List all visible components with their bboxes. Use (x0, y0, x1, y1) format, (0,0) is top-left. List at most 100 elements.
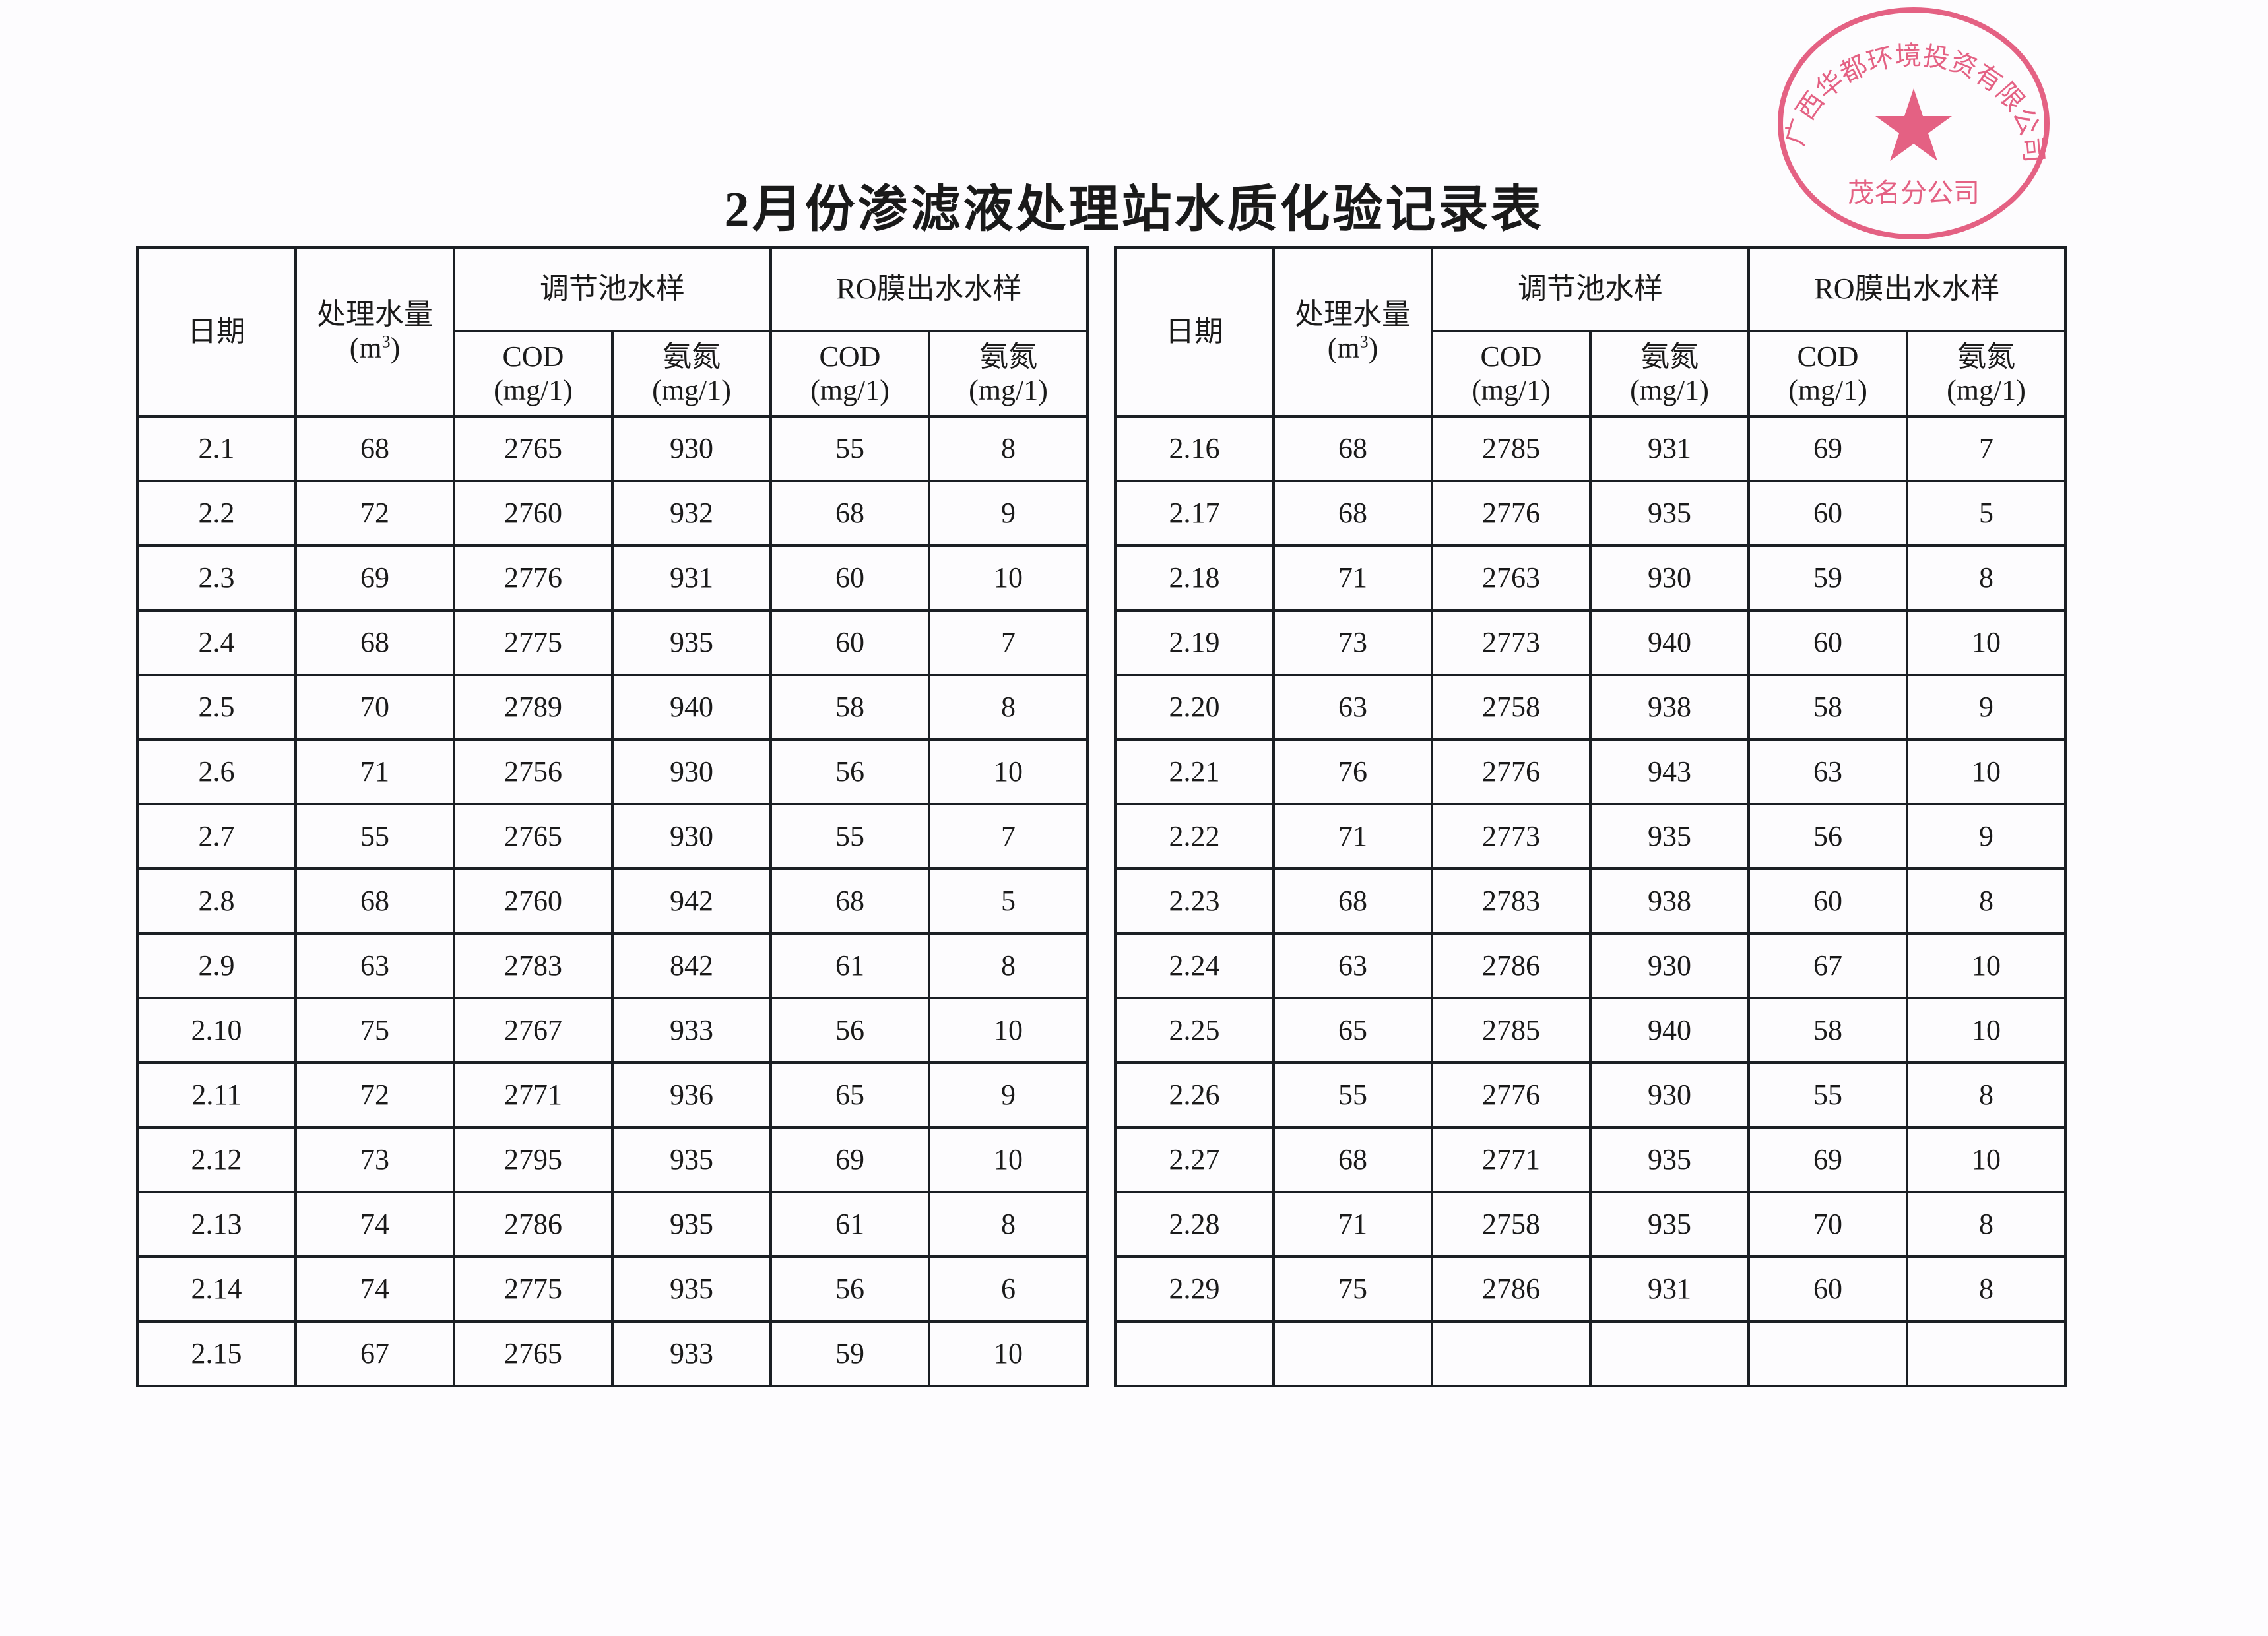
cell-volume: 72 (294, 1061, 455, 1129)
cell-regulating-ammonia: 932 (611, 480, 772, 547)
cell-volume: 74 (294, 1191, 455, 1258)
table-row: 2.5 70 2789 940 58 8 (136, 674, 1089, 741)
table-row: 2.19 73 2773 940 60 10 (1114, 609, 2067, 676)
cell-regulating-cod: 2773 (1431, 803, 1592, 870)
header-regulating-tank: 调节池水样 (1431, 246, 1750, 332)
table-row: 2.21 76 2776 943 63 10 (1114, 738, 2067, 805)
cell-date: 2.2 (136, 480, 297, 547)
cell-ro-ammonia: 8 (1906, 544, 2067, 612)
cell-regulating-cod: 2765 (453, 1320, 614, 1387)
cell-regulating-cod: 2786 (1431, 932, 1592, 999)
cell-ro-cod: 56 (769, 738, 930, 805)
table-row: 2.4 68 2775 935 60 7 (136, 609, 1089, 676)
cell-volume: 75 (1272, 1255, 1433, 1323)
cell-regulating-ammonia: 930 (1589, 932, 1750, 999)
cell-regulating-cod: 2789 (453, 674, 614, 741)
cell-ro-ammonia: 10 (928, 738, 1089, 805)
table-row: 2.2 72 2760 932 68 9 (136, 480, 1089, 547)
header-cod: COD (mg/1) (1431, 330, 1592, 418)
record-table-right: 日期 处理水量 (m3) 调节池水样 RO膜出水水样 COD (mg/1) 氨氮 (m… (1114, 246, 2067, 1387)
cell-volume: 67 (294, 1320, 455, 1387)
cell-ro-ammonia: 7 (928, 803, 1089, 870)
page-title: 2月份渗滤液处理站水质化验记录表 (724, 182, 1544, 237)
table-row: 2.10 75 2767 933 56 10 (136, 997, 1089, 1064)
cell-volume: 69 (294, 544, 455, 612)
cell-date: 2.24 (1114, 932, 1275, 999)
cell-date: 2.6 (136, 738, 297, 805)
cell-regulating-cod: 2783 (1431, 867, 1592, 935)
cell-date: 2.12 (136, 1126, 297, 1193)
cell-volume: 68 (1272, 415, 1433, 482)
table-row: 2.3 69 2776 931 60 10 (136, 544, 1089, 612)
cell-ro-cod: 67 (1747, 932, 1908, 999)
cell-regulating-cod: 2771 (453, 1061, 614, 1129)
cell-date: 2.1 (136, 415, 297, 482)
cell-ro-cod: 56 (1747, 803, 1908, 870)
cell-ro-ammonia: 8 (1906, 867, 2067, 935)
header-volume: 处理水量 (m3) (294, 246, 455, 418)
cell-volume: 63 (1272, 932, 1433, 999)
header-ammonia: 氨氮 (mg/1) (1589, 330, 1750, 418)
table-row: 2.14 74 2775 935 56 6 (136, 1255, 1089, 1323)
cell-ro-ammonia: 8 (928, 415, 1089, 482)
cell-ro-cod: 55 (769, 803, 930, 870)
cell-volume: 63 (294, 932, 455, 999)
table-row: 2.22 71 2773 935 56 9 (1114, 803, 2067, 870)
table-row: 2.8 68 2760 942 68 5 (136, 867, 1089, 935)
table-row: 2.12 73 2795 935 69 10 (136, 1126, 1089, 1193)
table-row: 2.29 75 2786 931 60 8 (1114, 1255, 2067, 1323)
table-row: 2.25 65 2785 940 58 10 (1114, 997, 2067, 1064)
cell-ro-cod: 65 (769, 1061, 930, 1129)
header-regulating-tank: 调节池水样 (453, 246, 772, 332)
table-row: 2.17 68 2776 935 60 5 (1114, 480, 2067, 547)
cell-ro-cod: 70 (1747, 1191, 1908, 1258)
star-icon (1875, 88, 1952, 161)
cell-regulating-ammonia: 930 (611, 415, 772, 482)
cell-regulating-cod: 2763 (1431, 544, 1592, 612)
cell-ro-cod: 56 (769, 997, 930, 1064)
seal-outer-text: 广西华都环境投资有限公司 (1780, 40, 2049, 164)
cell-volume: 68 (294, 415, 455, 482)
table-row: 2.16 68 2785 931 69 7 (1114, 415, 2067, 482)
cell-volume: 55 (1272, 1061, 1433, 1129)
cell-regulating-cod: 2785 (1431, 997, 1592, 1064)
cell-regulating-cod (1431, 1320, 1592, 1387)
cell-date: 2.23 (1114, 867, 1275, 935)
cell-ro-cod: 60 (1747, 1255, 1908, 1323)
cell-regulating-ammonia: 931 (1589, 1255, 1750, 1323)
cell-regulating-ammonia (1589, 1320, 1750, 1387)
cell-ro-ammonia: 10 (1906, 609, 2067, 676)
cell-regulating-ammonia: 942 (611, 867, 772, 935)
cell-ro-cod: 58 (1747, 674, 1908, 741)
cell-ro-cod: 55 (769, 415, 930, 482)
cell-ro-cod: 59 (769, 1320, 930, 1387)
cell-regulating-cod: 2775 (453, 609, 614, 676)
cell-ro-ammonia: 9 (1906, 803, 2067, 870)
cell-ro-cod: 63 (1747, 738, 1908, 805)
cell-volume: 65 (1272, 997, 1433, 1064)
cell-ro-ammonia (1906, 1320, 2067, 1387)
header-ammonia: 氨氮 (mg/1) (928, 330, 1089, 418)
table-row: 2.23 68 2783 938 60 8 (1114, 867, 2067, 935)
cell-date: 2.19 (1114, 609, 1275, 676)
cell-date: 2.15 (136, 1320, 297, 1387)
table-row: 2.11 72 2771 936 65 9 (136, 1061, 1089, 1129)
table-row: 2.28 71 2758 935 70 8 (1114, 1191, 2067, 1258)
cell-volume: 76 (1272, 738, 1433, 805)
cell-ro-ammonia: 10 (928, 544, 1089, 612)
cell-date: 2.16 (1114, 415, 1275, 482)
cell-volume: 63 (1272, 674, 1433, 741)
cell-ro-ammonia: 9 (928, 480, 1089, 547)
cell-volume: 71 (1272, 1191, 1433, 1258)
cell-volume (1272, 1320, 1433, 1387)
cell-date: 2.28 (1114, 1191, 1275, 1258)
cell-ro-ammonia: 10 (1906, 932, 2067, 999)
cell-regulating-cod: 2786 (1431, 1255, 1592, 1323)
cell-volume: 71 (1272, 544, 1433, 612)
cell-volume: 72 (294, 480, 455, 547)
cell-ro-cod: 61 (769, 932, 930, 999)
header-date: 日期 (1114, 246, 1275, 418)
header-ro-effluent: RO膜出水水样 (769, 246, 1089, 332)
header-ammonia: 氨氮 (mg/1) (1906, 330, 2067, 418)
cell-date: 2.4 (136, 609, 297, 676)
